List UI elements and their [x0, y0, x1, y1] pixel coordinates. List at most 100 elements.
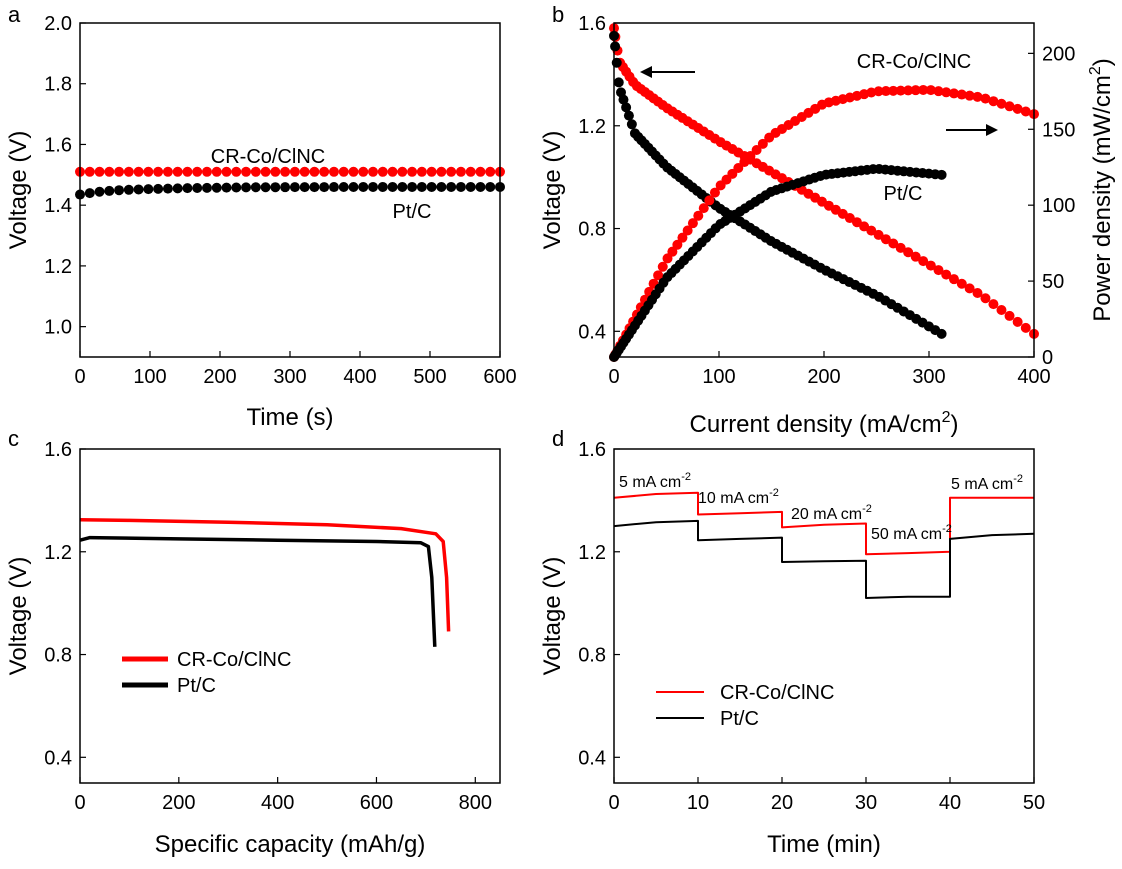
data-point [231, 166, 242, 177]
panel-c-series-line-pt [79, 535, 437, 647]
data-point [475, 181, 486, 192]
panel-a-xlabel: Time (s) [246, 404, 333, 431]
data-point [618, 94, 629, 105]
panel-c-xtick-label: 400 [261, 792, 294, 814]
panel-b-y2tick-label: 100 [1042, 195, 1075, 217]
data-point [328, 166, 339, 177]
data-point [270, 166, 281, 177]
data-point [933, 265, 944, 276]
panel-a-annotation-pt: Pt/C [393, 201, 432, 223]
panel-d-ytick-label: 1.6 [578, 439, 606, 461]
panel-d-step-label-3-sup: -2 [862, 503, 872, 515]
panel-b-y2tick-label: 0 [1042, 347, 1053, 369]
data-point [397, 181, 408, 192]
data-point [895, 242, 906, 253]
panel-b-xtick-label: 200 [807, 366, 840, 388]
data-point [241, 182, 252, 193]
panel-d-series-line-pt [613, 519, 1035, 599]
data-point [672, 239, 683, 250]
panel-d-ylabel: Voltage (V) [539, 557, 566, 676]
data-point [114, 185, 125, 196]
data-point [133, 184, 144, 195]
data-point [859, 221, 870, 232]
panel-b-ytick-label: 1.6 [578, 13, 606, 35]
data-point [880, 234, 891, 245]
data-point [123, 184, 134, 195]
panel-a-ytick-label: 1.2 [44, 256, 72, 278]
data-point [972, 288, 983, 299]
panel-a-ytick-label: 1.4 [44, 195, 72, 217]
data-point [941, 87, 952, 98]
panel-a-ylabel: Voltage (V) [5, 131, 32, 250]
data-point [925, 260, 936, 271]
data-point [1020, 106, 1031, 117]
panel-b-series-pt-voltage [609, 30, 947, 339]
panel-c-xlabel: Specific capacity (mAh/g) [155, 831, 426, 858]
data-point [1004, 310, 1015, 321]
panel-d-step-label-1-text: 5 mA cm [619, 474, 681, 491]
panel-d-ytick-label: 0.4 [578, 747, 606, 769]
data-point [704, 195, 715, 206]
data-point [888, 85, 899, 96]
data-point [426, 181, 437, 192]
data-point [241, 166, 252, 177]
panel-c: c 0 200 400 600 800 0.4 0.8 1.2 1.6 Specific cap… [5, 426, 501, 858]
data-point [299, 166, 310, 177]
data-point [980, 293, 991, 304]
panel-d-step-label-5: 5 mA cm-2 [951, 473, 1023, 493]
panel-d-step-label-1: 5 mA cm-2 [619, 471, 691, 491]
data-point [475, 166, 486, 177]
data-point [280, 182, 291, 193]
data-point [407, 181, 418, 192]
data-point [289, 182, 300, 193]
data-point [621, 102, 632, 113]
panel-d-step-label-2: 10 mA cm-2 [698, 487, 779, 507]
data-point [866, 225, 877, 236]
panel-b-y2tick-label: 150 [1042, 119, 1075, 141]
panel-b-y2label-sup: 2 [1087, 66, 1104, 75]
panel-b: b 0 100 200 300 4000.40.81.21.6050100150200 … [539, 2, 1116, 438]
data-point [948, 88, 959, 99]
panel-b-xlabel-end: ) [950, 411, 958, 438]
data-point [309, 182, 320, 193]
data-point [667, 246, 678, 257]
data-point [368, 166, 379, 177]
data-point [133, 166, 144, 177]
panel-c-ytick-label: 1.2 [44, 542, 72, 564]
data-point [964, 283, 975, 294]
data-point [123, 166, 134, 177]
panel-d-step-label-5-sup: -2 [1013, 473, 1023, 485]
panel-d-legend-pt: Pt/C [720, 708, 759, 730]
data-point [338, 166, 349, 177]
data-point [319, 182, 330, 193]
right-arrow [946, 124, 998, 136]
data-point [270, 182, 281, 193]
data-point [918, 84, 929, 95]
panel-b-xlabel: Current density (mA/cm2) [690, 409, 959, 438]
panel-a: a 0 100 200 300 400 500 6001.01.21.41.61.82.0 … [5, 2, 517, 431]
data-point [94, 166, 105, 177]
data-point [172, 166, 183, 177]
data-point [751, 144, 762, 155]
data-point [485, 181, 496, 192]
panel-b-y2tick-label: 50 [1042, 271, 1064, 293]
data-point [698, 203, 709, 214]
data-point [925, 85, 936, 96]
panel-c-xtick-label: 600 [360, 792, 393, 814]
data-point [192, 183, 203, 194]
data-point [682, 225, 693, 236]
data-point [964, 90, 975, 101]
data-point [873, 229, 884, 240]
panel-d-ytick-label: 1.2 [578, 542, 606, 564]
data-point [910, 251, 921, 262]
panel-d-legend: CR-Co/ClNC Pt/C [656, 682, 834, 730]
data-point [936, 328, 947, 339]
panel-b-ytick-label: 0.8 [578, 219, 606, 241]
panel-d-step-label-3-text: 20 mA cm [791, 506, 862, 523]
data-point [880, 86, 891, 97]
data-point [745, 151, 756, 162]
panel-d-step-label-3: 20 mA cm-2 [791, 503, 872, 523]
panel-d-xtick-label: 10 [687, 792, 709, 814]
data-point [114, 166, 125, 177]
